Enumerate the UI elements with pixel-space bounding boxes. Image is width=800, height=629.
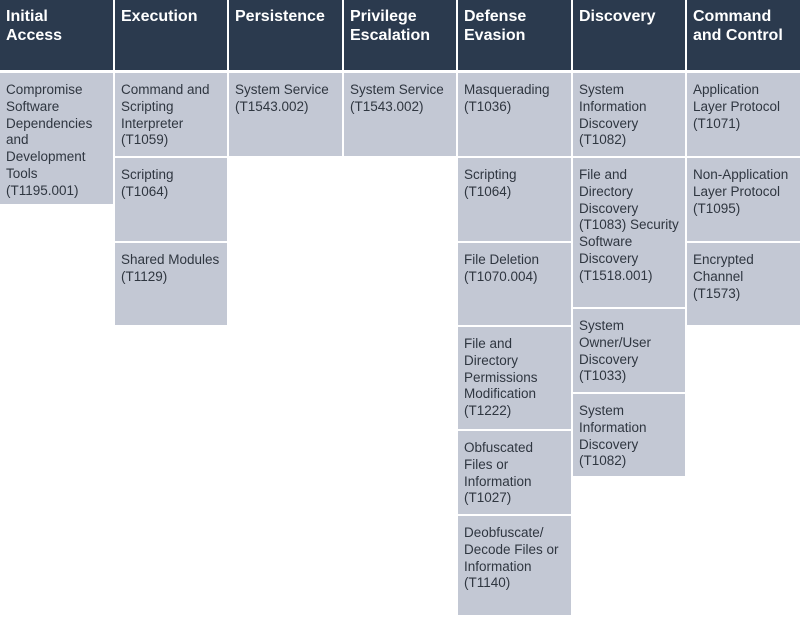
header-defense-evasion: Defense Evasion bbox=[458, 0, 571, 70]
header-persistence: Persistence bbox=[229, 0, 342, 70]
header-command-and-control: Command and Control bbox=[687, 0, 800, 70]
header-privilege-escalation: Privilege Escalation bbox=[344, 0, 456, 70]
technique-cell: Shared Modules (T1129) bbox=[115, 243, 227, 325]
technique-cell: Compromise Software Dependencies and Dev… bbox=[0, 73, 113, 204]
technique-cell: Scripting (T1064) bbox=[458, 158, 571, 241]
header-initial-access: Initial Access bbox=[0, 0, 113, 70]
technique-cell: File and Directory Permissions Modificat… bbox=[458, 327, 571, 429]
technique-cell: File and Directory Discovery (T1083) Sec… bbox=[573, 158, 685, 307]
technique-cell: System Service (T1543.002) bbox=[344, 73, 456, 156]
technique-cell: System Information Discovery (T1082) bbox=[573, 73, 685, 156]
technique-cell: Obfuscated Files or Information (T1027) bbox=[458, 431, 571, 514]
technique-cell: Non-Application Layer Protocol (T1095) bbox=[687, 158, 800, 241]
technique-cell: System Owner/User Discovery (T1033) bbox=[573, 309, 685, 392]
technique-cell: System Information Discovery (T1082) bbox=[573, 394, 685, 476]
technique-cell: System Service (T1543.002) bbox=[229, 73, 342, 156]
technique-cell: Encrypted Channel (T1573) bbox=[687, 243, 800, 325]
technique-cell: Masquerading (T1036) bbox=[458, 73, 571, 156]
technique-cell: Scripting (T1064) bbox=[115, 158, 227, 241]
technique-cell: File Deletion (T1070.004) bbox=[458, 243, 571, 325]
header-discovery: Discovery bbox=[573, 0, 685, 70]
technique-cell: Deobfuscate/ Decode Files or Information… bbox=[458, 516, 571, 615]
header-execution: Execution bbox=[115, 0, 227, 70]
technique-cell: Command and Scripting Interpreter (T1059… bbox=[115, 73, 227, 156]
technique-cell: Application Layer Protocol (T1071) bbox=[687, 73, 800, 156]
